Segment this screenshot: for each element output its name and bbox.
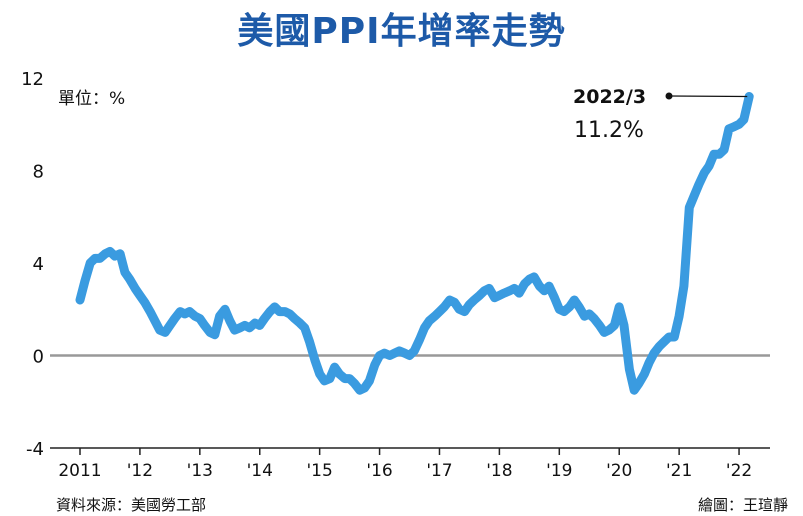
y-tick-label: 4 [33, 254, 44, 275]
x-tick-label: '18 [486, 461, 512, 481]
callout-date: 2022/3 [573, 86, 646, 108]
chart-title: 美國PPI年增率走勢 [237, 11, 566, 52]
x-tick-label: '22 [726, 461, 752, 481]
x-axis: 2011 '12 '13 '14 '15 '16 '17 '18 '19 '20 '21 '22 [58, 448, 752, 481]
y-tick-label: 0 [33, 347, 44, 368]
y-tick-label: 12 [21, 69, 44, 90]
x-tick-label: '17 [426, 461, 452, 481]
x-tick-label: 2011 [58, 461, 101, 481]
callout-annotation: 2022/3 11.2% [573, 86, 748, 143]
series-group [75, 92, 754, 395]
x-tick-label: '20 [606, 461, 632, 481]
x-tick-label: '14 [247, 461, 273, 481]
ppi-series-line [75, 92, 754, 395]
x-tick-label: '21 [666, 461, 692, 481]
x-tick-label: '19 [546, 461, 572, 481]
unit-label: 單位：% [58, 89, 125, 109]
x-tick-label: '15 [306, 461, 332, 481]
y-tick-label: -4 [26, 439, 44, 460]
y-tick-label: 8 [33, 162, 44, 183]
y-axis: 12 8 4 0 -4 [21, 69, 44, 460]
source-note: 資料來源：美國勞工部 [56, 496, 206, 514]
x-tick-label: '12 [127, 461, 153, 481]
credit-note: 繪圖：王瑄靜 [698, 496, 788, 514]
callout-leader-line [668, 95, 748, 98]
x-tick-label: '16 [366, 461, 392, 481]
callout-value: 11.2% [574, 118, 644, 143]
x-tick-label: '13 [187, 461, 213, 481]
